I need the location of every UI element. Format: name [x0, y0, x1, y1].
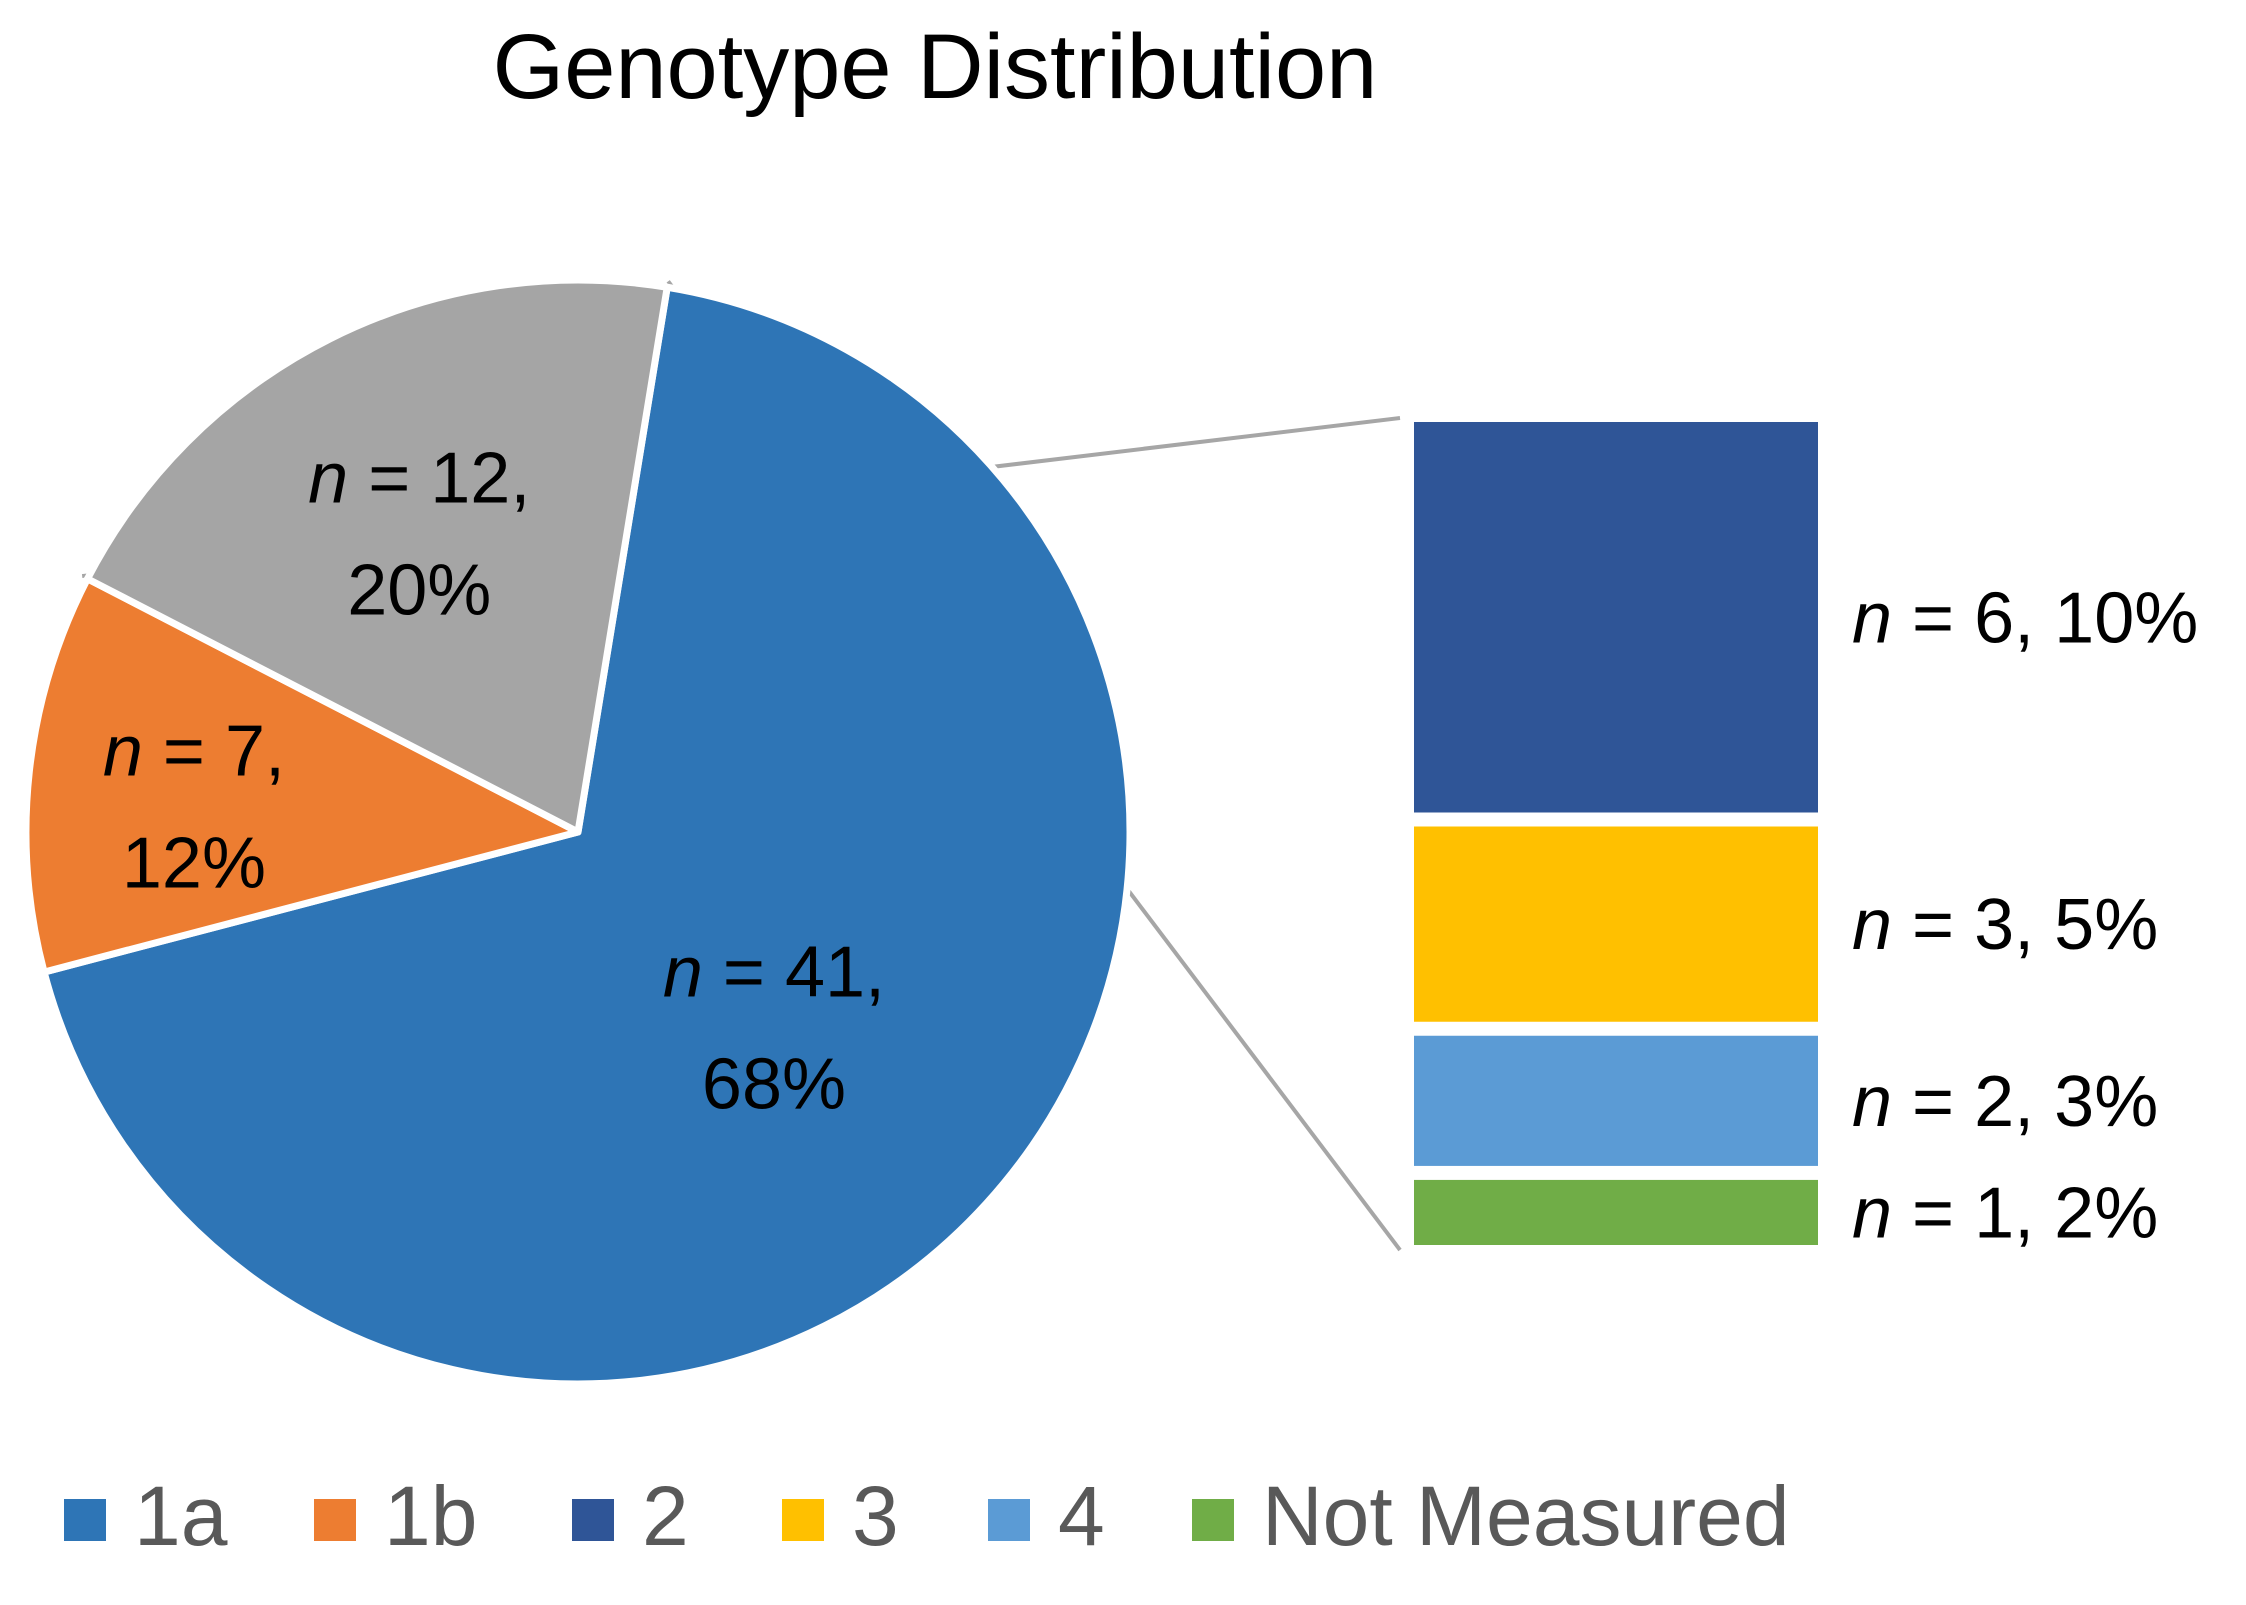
- stacked-bar: [1414, 422, 1818, 1245]
- pie-labels: n = 41, 68% n = 7, 12% n = 12, 20%: [103, 438, 885, 1124]
- legend-label-1b: 1b: [384, 1469, 477, 1563]
- bar-segment-not-measured: [1414, 1179, 1818, 1245]
- legend-label-1a: 1a: [134, 1469, 228, 1563]
- legend: 1a 1b 2 3 4 Not Measured: [64, 1469, 1790, 1563]
- bar-segment-2: [1414, 422, 1818, 813]
- legend-swatch-1b: [314, 1499, 356, 1541]
- legend-label-3: 3: [852, 1469, 899, 1563]
- pie-label-pct-1a: 68%: [702, 1044, 846, 1124]
- bar-label-3: n = 3, 5%: [1852, 885, 2158, 965]
- legend-swatch-3: [782, 1499, 824, 1541]
- legend-swatch-4: [988, 1499, 1030, 1541]
- legend-label-4: 4: [1058, 1469, 1105, 1563]
- pie-label-pct-1b: 12%: [122, 824, 266, 904]
- bar-label-not-measured: n = 1, 2%: [1852, 1173, 2158, 1253]
- legend-swatch-2: [572, 1499, 614, 1541]
- pie-slice-1a: [40, 283, 1134, 1388]
- pie-slice-other: [83, 276, 671, 836]
- pie-label-n-1b: n = 7,: [103, 712, 285, 792]
- bar-labels: n = 6, 10% n = 3, 5% n = 2, 3% n = 1, 2%: [1852, 578, 2198, 1253]
- pie-label-n-1a: n = 41,: [663, 932, 885, 1012]
- legend-label-not-measured: Not Measured: [1262, 1469, 1790, 1563]
- legend-swatch-1a: [64, 1499, 106, 1541]
- pie-slice-1b: [22, 575, 582, 976]
- pie: [22, 276, 1134, 1388]
- bar-segment-4: [1414, 1035, 1818, 1166]
- bar-label-4: n = 2, 3%: [1852, 1062, 2158, 1142]
- bar-segment-3: [1414, 826, 1818, 1022]
- bar-label-2: n = 6, 10%: [1852, 578, 2198, 658]
- pie-label-pct-other: 20%: [347, 550, 491, 630]
- legend-swatch-not-measured: [1192, 1499, 1234, 1541]
- legend-label-2: 2: [642, 1469, 689, 1563]
- pie-label-n-other: n = 12,: [308, 438, 530, 518]
- chart-title: Genotype Distribution: [493, 16, 1378, 118]
